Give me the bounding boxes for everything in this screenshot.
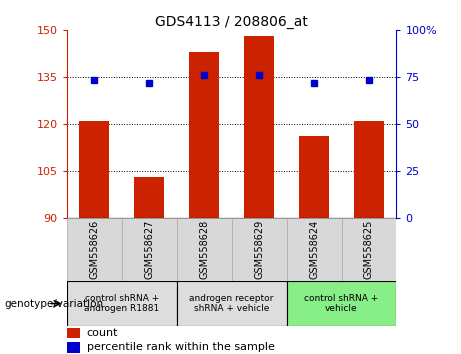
Bar [67, 342, 80, 353]
Bar [299, 136, 329, 218]
Bar [189, 52, 219, 218]
Text: GSM558628: GSM558628 [199, 219, 209, 279]
Bar [122, 218, 177, 281]
Text: genotype/variation: genotype/variation [5, 298, 104, 309]
Text: count: count [87, 328, 118, 338]
Bar [67, 218, 122, 281]
Bar [177, 218, 231, 281]
Bar [231, 218, 287, 281]
Text: GSM558625: GSM558625 [364, 219, 374, 279]
Text: GSM558629: GSM558629 [254, 219, 264, 279]
Text: control shRNA +
androgen R1881: control shRNA + androgen R1881 [84, 294, 160, 313]
Bar [342, 218, 396, 281]
Text: GSM558624: GSM558624 [309, 219, 319, 279]
Bar [67, 328, 80, 338]
Bar [287, 218, 342, 281]
Text: control shRNA +
vehicle: control shRNA + vehicle [304, 294, 378, 313]
Bar [79, 121, 109, 218]
Bar [287, 281, 396, 326]
Bar [134, 177, 165, 218]
Bar [177, 281, 287, 326]
Title: GDS4113 / 208806_at: GDS4113 / 208806_at [155, 15, 308, 29]
Bar [67, 281, 177, 326]
Text: androgen receptor
shRNA + vehicle: androgen receptor shRNA + vehicle [189, 294, 274, 313]
Bar [354, 121, 384, 218]
Text: GSM558627: GSM558627 [144, 219, 154, 279]
Text: percentile rank within the sample: percentile rank within the sample [87, 342, 274, 352]
Bar [244, 36, 274, 218]
Text: GSM558626: GSM558626 [89, 219, 99, 279]
